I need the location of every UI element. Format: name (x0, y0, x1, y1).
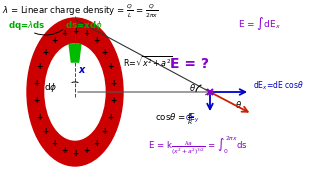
Text: +: + (61, 146, 67, 155)
Text: +: + (72, 148, 78, 158)
Text: x: x (78, 65, 84, 75)
Text: +: + (43, 48, 49, 57)
Text: d$\phi$: d$\phi$ (44, 80, 57, 93)
Text: R=$\sqrt{x^2 + a^2}$: R=$\sqrt{x^2 + a^2}$ (123, 54, 173, 70)
Text: +: + (51, 36, 57, 45)
Text: +: + (33, 96, 40, 105)
Text: dq=$\lambda$ds: dq=$\lambda$ds (8, 19, 46, 32)
Text: +: + (36, 62, 43, 71)
Text: +: + (107, 62, 114, 71)
Text: E = k$\frac{\lambda a}{(x^2+a^2)^{3/2}}$ = $\int_0^{2\pi x}$ds: E = k$\frac{\lambda a}{(x^2+a^2)^{3/2}}$… (148, 135, 248, 158)
Text: E = $\int$dE$_x$: E = $\int$dE$_x$ (238, 15, 281, 32)
Text: +: + (93, 36, 99, 45)
Text: +: + (83, 29, 89, 38)
Text: $\theta$: $\theta$ (235, 98, 242, 109)
Text: +: + (101, 48, 108, 57)
Wedge shape (69, 44, 81, 62)
Text: +: + (72, 26, 78, 35)
Ellipse shape (45, 44, 105, 140)
Text: $\theta$: $\theta$ (188, 82, 196, 93)
Text: +: + (110, 96, 117, 105)
Text: +: + (51, 139, 57, 148)
Text: +: + (101, 127, 108, 136)
Text: +: + (33, 79, 40, 88)
Text: cos$\theta$ = $\frac{a}{R}$: cos$\theta$ = $\frac{a}{R}$ (155, 112, 194, 127)
Text: $\lambda$ = Linear charge density = $\frac{Q}{L}$ = $\frac{Q}{2\pi x}$: $\lambda$ = Linear charge density = $\fr… (2, 3, 158, 20)
Text: +: + (110, 79, 117, 88)
Text: E = ?: E = ? (171, 57, 210, 71)
Text: +: + (36, 113, 43, 122)
Text: +: + (43, 127, 49, 136)
Text: dE$_x$=dE cos$\theta$: dE$_x$=dE cos$\theta$ (253, 80, 304, 92)
Text: dE$_y$: dE$_y$ (185, 111, 199, 125)
Text: +: + (83, 146, 89, 155)
Ellipse shape (27, 18, 123, 166)
Text: ds=xd$\phi$: ds=xd$\phi$ (65, 19, 103, 32)
Text: +: + (107, 113, 114, 122)
Text: +: + (61, 29, 67, 38)
Text: +: + (93, 139, 99, 148)
